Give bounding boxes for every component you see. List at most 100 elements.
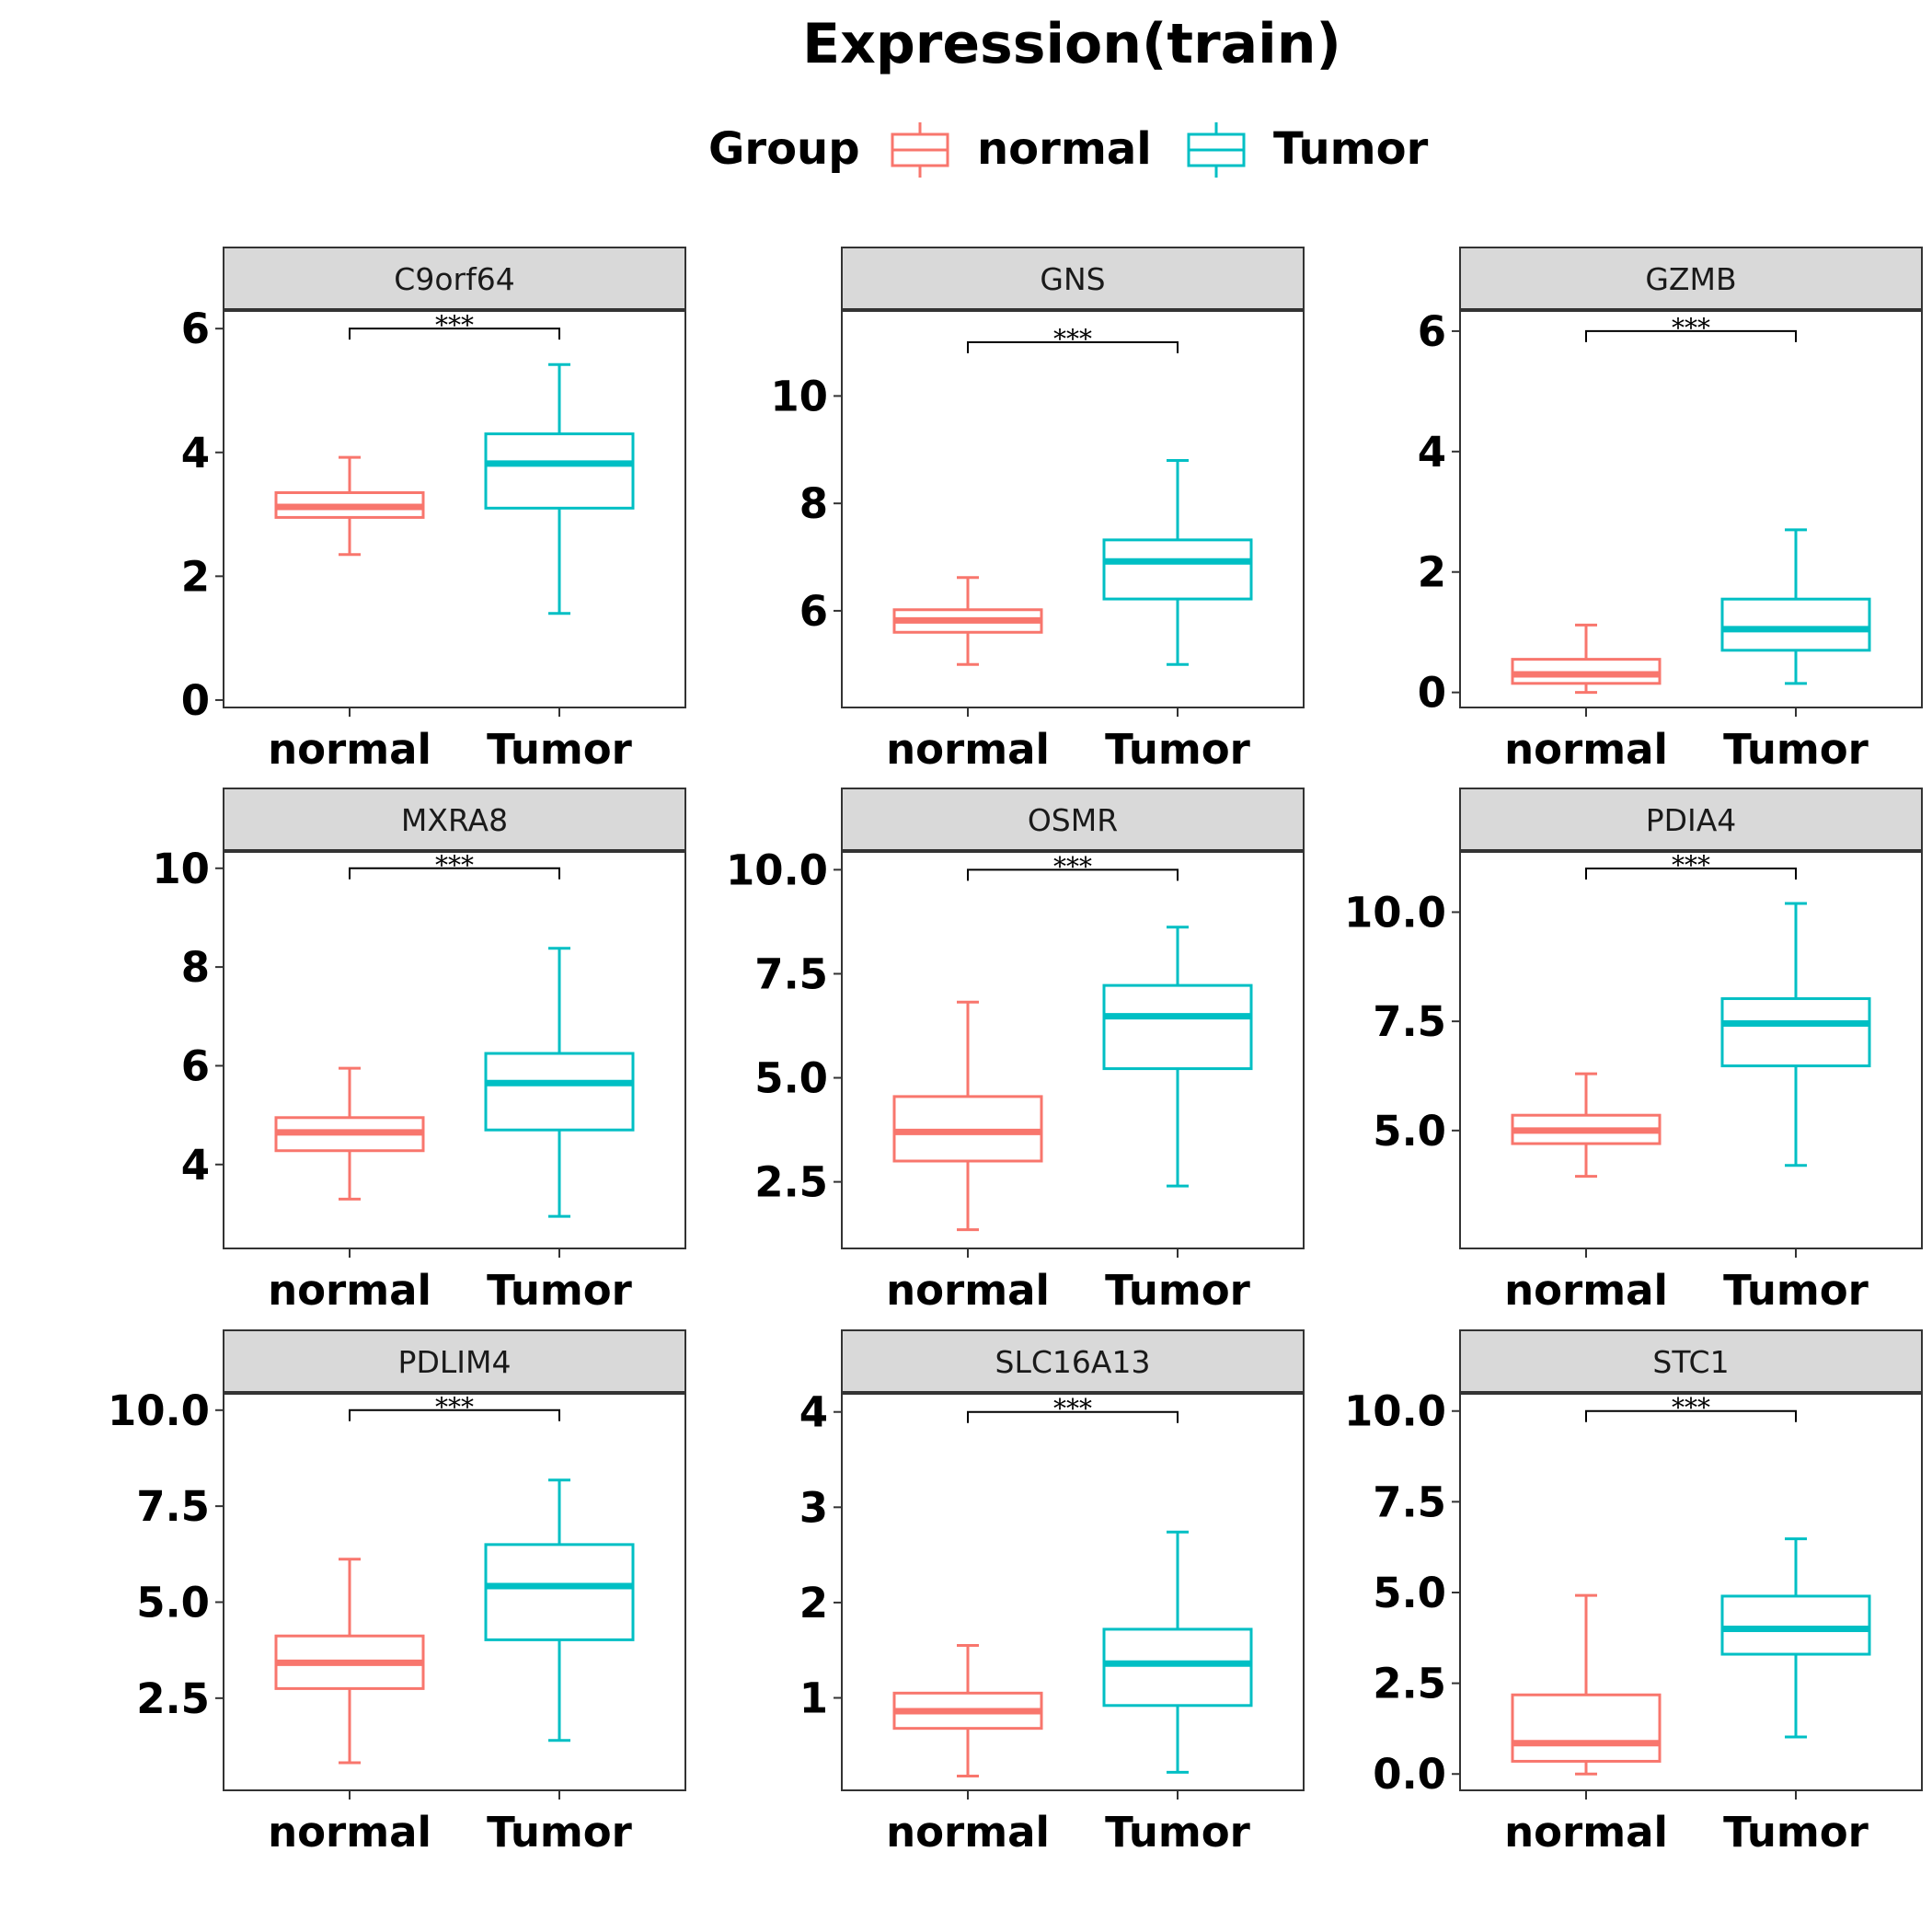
facet-panel-mxra8: MXRA8 4 6 8 10 normal Tumor *** [152, 788, 686, 1315]
facet-strip-label: MXRA8 [401, 802, 508, 838]
facet-strip [1459, 788, 1923, 852]
box-iqr [1720, 1594, 1871, 1656]
facet-strip [841, 1329, 1305, 1394]
x-tick-label: Tumor [1723, 1808, 1869, 1857]
significance-label: *** [1053, 324, 1092, 354]
y-tick-label: 6 [1418, 307, 1446, 356]
x-tick-label: Tumor [1105, 1808, 1251, 1857]
box-tumor [1102, 458, 1253, 666]
y-tick-label: 5.0 [754, 1054, 828, 1103]
x-tick-label: normal [1504, 1808, 1668, 1857]
legend-title: Group [708, 123, 860, 175]
facet-strip [1459, 247, 1923, 311]
x-tick-label: normal [1504, 1266, 1668, 1315]
box-normal [274, 1558, 425, 1765]
y-tick-label: 10.0 [726, 845, 828, 894]
legend: Group normal Tumor [708, 122, 1429, 178]
box-tumor [1102, 926, 1253, 1188]
box-normal [1511, 1593, 1662, 1776]
x-tick-label: normal [268, 1266, 431, 1315]
bracket-line [1585, 867, 1797, 880]
significance-bracket: *** [349, 1392, 560, 1422]
y-tick-label: 2 [1418, 548, 1446, 597]
x-tick-label: Tumor [1723, 1266, 1869, 1315]
y-tick-label: 10 [152, 845, 210, 893]
y-tick-label: 8 [181, 943, 210, 992]
y-tick-label: 10 [770, 372, 828, 420]
facet-panel-stc1: STC1 0.0 2.5 5.0 7.5 10.0 normal Tumor *** [1344, 1329, 1923, 1857]
x-tick-label: Tumor [487, 1808, 633, 1857]
bracket-line [1585, 1409, 1797, 1422]
bracket-line [349, 867, 560, 880]
facet-strip-label: PDLIM4 [398, 1344, 512, 1380]
bracket-line [967, 868, 1179, 881]
box-iqr [1720, 996, 1871, 1068]
y-tick-label: 4 [1418, 428, 1446, 477]
y-tick-label: 6 [799, 587, 828, 636]
x-tick-label: normal [886, 1266, 1050, 1315]
x-tick-label: Tumor [487, 725, 633, 774]
y-tick-label: 7.5 [136, 1482, 210, 1531]
facet-panel-c9orf64: C9orf64 0 2 4 6 normal Tumor *** [181, 247, 686, 774]
y-tick-label: 6 [181, 305, 210, 353]
box-iqr [484, 1543, 635, 1641]
facet-strip [223, 1329, 686, 1394]
y-tick-label: 7.5 [1373, 997, 1446, 1046]
facet-panel-slc16a13: SLC16A13 1 2 3 4 normal Tumor *** [799, 1329, 1305, 1857]
facet-strip [841, 788, 1305, 852]
x-tick-label: Tumor [1723, 725, 1869, 774]
x-tick-label: Tumor [487, 1266, 633, 1315]
y-tick-label: 7.5 [1373, 1478, 1446, 1526]
y-tick-label: 7.5 [754, 949, 828, 998]
box-iqr [484, 1052, 635, 1132]
significance-label: *** [1672, 1393, 1710, 1423]
facet-panel-gzmb: GZMB 0 2 4 6 normal Tumor *** [1418, 247, 1923, 774]
box-iqr [1511, 1693, 1662, 1763]
facet-strip [841, 247, 1305, 311]
x-tick-label: normal [268, 1808, 431, 1857]
y-tick-label: 3 [799, 1483, 828, 1532]
panel-border [841, 1392, 1305, 1791]
x-tick-label: normal [268, 725, 431, 774]
y-tick-label: 4 [181, 1141, 210, 1190]
y-tick-label: 10.0 [1344, 888, 1446, 937]
significance-label: *** [435, 1392, 474, 1422]
box-tumor [1720, 528, 1871, 685]
significance-label: *** [1672, 313, 1710, 343]
facet-strip [223, 788, 686, 852]
facet-strip-label: STC1 [1652, 1344, 1729, 1380]
bracket-line [967, 341, 1179, 354]
legend-label-Tumor: Tumor [1273, 123, 1429, 175]
facet-panel-osmr: OSMR 2.5 5.0 7.5 10.0 normal Tumor *** [726, 788, 1305, 1315]
box-tumor [1720, 1537, 1871, 1739]
significance-label: *** [1672, 850, 1710, 880]
x-tick-label: Tumor [1105, 725, 1251, 774]
facet-panel-gns: GNS 6 8 10 normal Tumor *** [770, 247, 1305, 774]
box-tumor [484, 1478, 635, 1742]
box-normal [274, 455, 425, 557]
facet-strip-label: SLC16A13 [995, 1344, 1151, 1380]
significance-bracket: *** [1585, 850, 1797, 880]
facet-strip-label: PDIA4 [1646, 802, 1737, 838]
x-tick-label: normal [1504, 725, 1668, 774]
facet-strip [223, 247, 686, 311]
x-tick-label: normal [886, 725, 1050, 774]
box-iqr [484, 432, 635, 510]
box-tumor [1720, 902, 1871, 1167]
box-normal [892, 576, 1043, 666]
chart-title: Expression(train) [802, 12, 1341, 76]
y-tick-label: 2.5 [754, 1158, 828, 1207]
panel-border [841, 309, 1305, 708]
legend-label-normal: normal [977, 123, 1152, 175]
y-tick-label: 2.5 [136, 1674, 210, 1723]
significance-label: *** [1053, 851, 1092, 881]
bracket-line [967, 1410, 1179, 1423]
facet-panel-pdia4: PDIA4 5.0 7.5 10.0 normal Tumor *** [1344, 788, 1923, 1315]
legend-key-Tumor [1187, 122, 1246, 178]
legend-key-normal [891, 122, 949, 178]
significance-bracket: *** [1585, 313, 1797, 343]
box-tumor [484, 362, 635, 615]
box-normal [892, 1000, 1043, 1232]
y-tick-label: 2 [799, 1579, 828, 1627]
